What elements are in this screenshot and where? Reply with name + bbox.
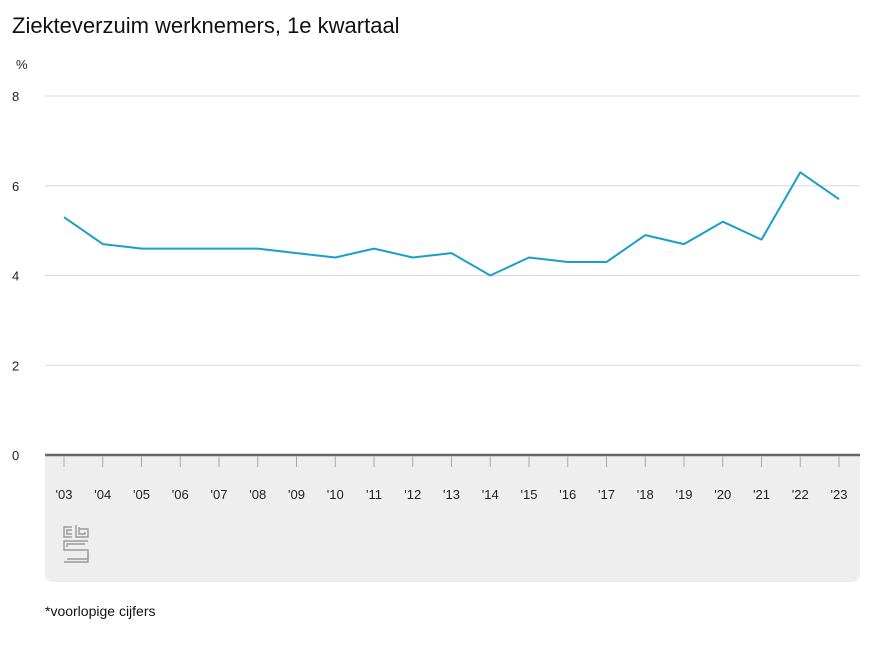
x-tick-label: '14 xyxy=(482,487,499,502)
x-tick-label: '06 xyxy=(172,487,189,502)
footnote: *voorlopige cijfers xyxy=(45,603,156,619)
y-tick-label: 8 xyxy=(12,89,19,104)
chart-title: Ziekteverzuim werknemers, 1e kwartaal xyxy=(12,13,400,38)
x-tick-label: '13 xyxy=(443,487,460,502)
x-tick-label: '05 xyxy=(133,487,150,502)
x-tick-label: '15 xyxy=(521,487,538,502)
series-line-0 xyxy=(63,171,840,277)
x-tick-label: '09 xyxy=(288,487,305,502)
cbs-logo xyxy=(63,525,89,563)
x-tick-label: '12 xyxy=(404,487,421,502)
x-tick-label: '19 xyxy=(676,487,693,502)
y-tick-label: 6 xyxy=(12,179,19,194)
line-chart: 0 2 4 6 8 '03 '04 '05 '06 '07 '08 '09 '10 '11 '12 '13 '1… xyxy=(12,89,860,502)
y-axis-unit-label: % xyxy=(16,57,28,72)
x-tick-label: '18 xyxy=(637,487,654,502)
x-tick-label: '17 xyxy=(598,487,615,502)
x-axis-panel xyxy=(45,455,860,582)
x-tick-label: '11 xyxy=(366,487,382,502)
x-tick-label: '10 xyxy=(327,487,344,502)
y-tick-label: 4 xyxy=(12,269,19,284)
x-tick-label: '16 xyxy=(559,487,576,502)
x-tick-label: '23 xyxy=(831,487,848,502)
x-tick-label: '21 xyxy=(753,487,770,502)
y-tick-label: 2 xyxy=(12,358,19,373)
x-tick-label: '04 xyxy=(94,487,111,502)
x-tick-label: '22 xyxy=(792,487,809,502)
y-tick-label: 0 xyxy=(12,448,19,463)
x-tick-label: '03 xyxy=(56,487,73,502)
x-tick-label: '20 xyxy=(714,487,731,502)
x-tick-label: '08 xyxy=(249,487,266,502)
x-tick-label: '07 xyxy=(211,487,228,502)
